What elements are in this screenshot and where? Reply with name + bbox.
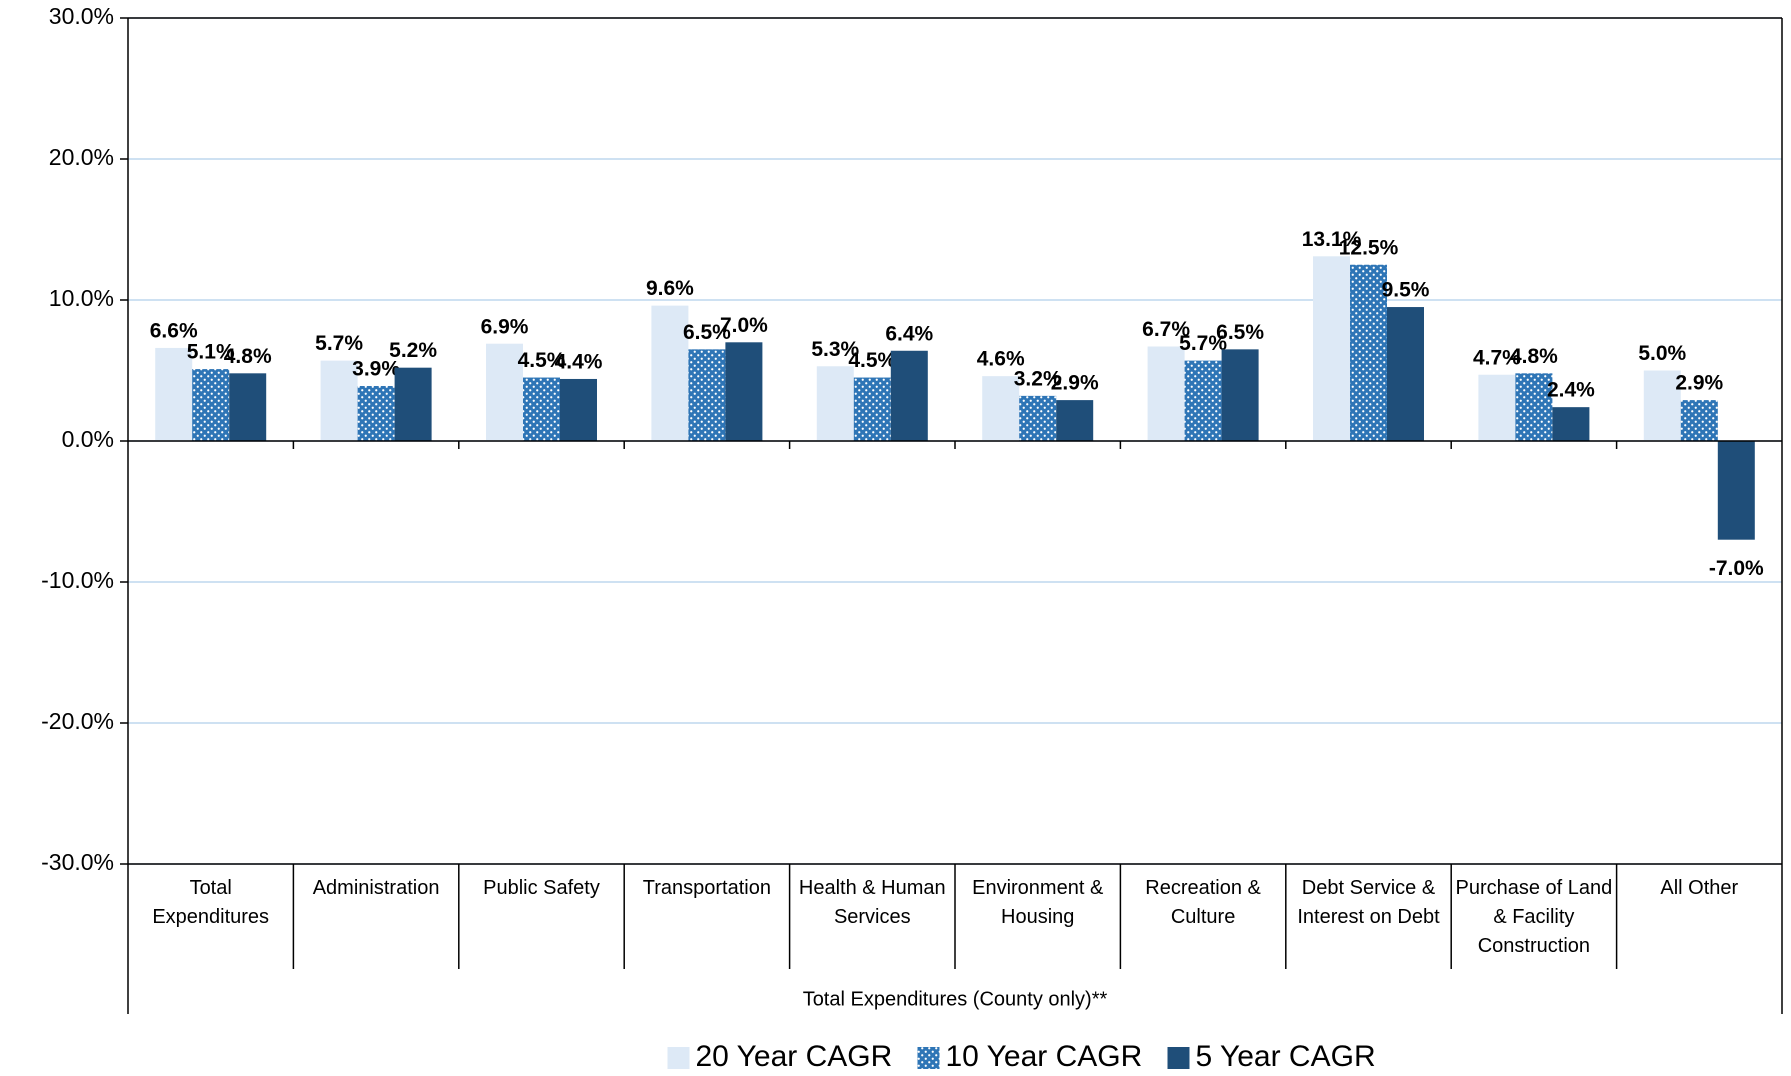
value-label: 3.2% (1014, 367, 1062, 390)
bar (560, 378, 597, 441)
value-label: 2.9% (1051, 372, 1099, 395)
y-tick-label: 30.0% (49, 3, 114, 29)
bar (816, 366, 854, 441)
y-tick-label: -10.0% (41, 567, 114, 593)
value-label: 7.0% (720, 314, 768, 337)
bar (1056, 400, 1094, 441)
value-label: 6.4% (885, 322, 933, 345)
value-label: 9.5% (1382, 279, 1430, 302)
y-tick-label: 0.0% (62, 426, 114, 452)
value-label: 4.5% (518, 349, 566, 372)
bar (523, 377, 560, 441)
value-label: 4.4% (555, 351, 603, 374)
bar (688, 349, 726, 441)
legend-label: 10 Year CAGR (946, 1040, 1143, 1073)
x-tick-label: Transportation (642, 877, 771, 899)
legend-label: 5 Year CAGR (1196, 1040, 1376, 1073)
value-label: 5.7% (315, 332, 363, 355)
x-axis-label: Total Expenditures (County only)** (803, 988, 1108, 1010)
x-tick-label: Purchase of Land & Facility Construction (1455, 877, 1613, 957)
value-label: 4.6% (977, 348, 1025, 371)
bar (651, 305, 689, 441)
value-label: 12.5% (1339, 236, 1399, 259)
value-label: 5.3% (811, 338, 859, 361)
value-label: 6.5% (683, 321, 731, 344)
value-label: 6.7% (1142, 318, 1190, 341)
x-tick-label: Health & Human Services (798, 877, 946, 928)
bar (1313, 256, 1350, 441)
legend-swatch (917, 1047, 940, 1069)
x-tick-label: All Other (1660, 877, 1739, 899)
x-tick-label: Environment & Housing (972, 877, 1104, 928)
bar (1552, 407, 1590, 441)
bar (1184, 360, 1222, 441)
bar (1680, 400, 1718, 441)
value-label: 5.7% (1179, 332, 1227, 355)
value-label: 4.7% (1473, 346, 1521, 369)
value-label: 9.6% (646, 277, 694, 300)
value-label: 5.1% (187, 341, 235, 364)
value-label: 6.9% (481, 315, 529, 338)
bar (982, 376, 1020, 441)
bar (1643, 370, 1681, 441)
legend-swatch (667, 1047, 690, 1069)
y-tick-label: -30.0% (41, 849, 114, 875)
y-tick-label: 10.0% (49, 285, 114, 311)
legend-swatch (1167, 1047, 1190, 1069)
bar (1221, 349, 1259, 441)
bar (320, 360, 358, 441)
bar (155, 347, 193, 441)
bar (1478, 374, 1516, 441)
value-label: 13.1% (1302, 228, 1362, 251)
bar (394, 367, 432, 441)
bar (486, 343, 523, 441)
bar (1019, 395, 1057, 441)
bar (357, 386, 395, 441)
value-label: 6.6% (150, 319, 198, 342)
bar (890, 350, 928, 441)
value-label: -7.0% (1709, 557, 1764, 580)
x-tick-label: Public Safety (483, 877, 600, 899)
x-tick-label: Debt Service & Interest on Debt (1297, 877, 1440, 928)
value-label: 2.4% (1547, 379, 1595, 402)
value-label: 6.5% (1216, 321, 1264, 344)
x-tick-label: Total Expenditures (152, 877, 270, 928)
value-label: 5.2% (389, 339, 437, 362)
y-tick-label: 20.0% (49, 144, 114, 170)
bar (725, 342, 763, 441)
bar (1350, 264, 1387, 441)
bar (853, 377, 891, 441)
value-label: 5.0% (1638, 342, 1686, 365)
value-label: 4.8% (224, 345, 272, 368)
bar (1387, 307, 1424, 441)
value-label: 4.8% (1510, 345, 1558, 368)
x-tick-label: Recreation & Culture (1145, 877, 1261, 928)
bar (1717, 441, 1755, 540)
bar (229, 373, 267, 441)
value-label: 3.9% (352, 358, 400, 381)
legend-label: 20 Year CAGR (696, 1040, 893, 1073)
x-tick-label: Administration (312, 877, 440, 899)
value-label: 2.9% (1675, 372, 1723, 395)
value-label: 4.5% (848, 349, 896, 372)
bar (1147, 346, 1185, 441)
y-tick-label: -20.0% (41, 708, 114, 734)
bar (192, 369, 230, 441)
bar (1515, 373, 1553, 441)
